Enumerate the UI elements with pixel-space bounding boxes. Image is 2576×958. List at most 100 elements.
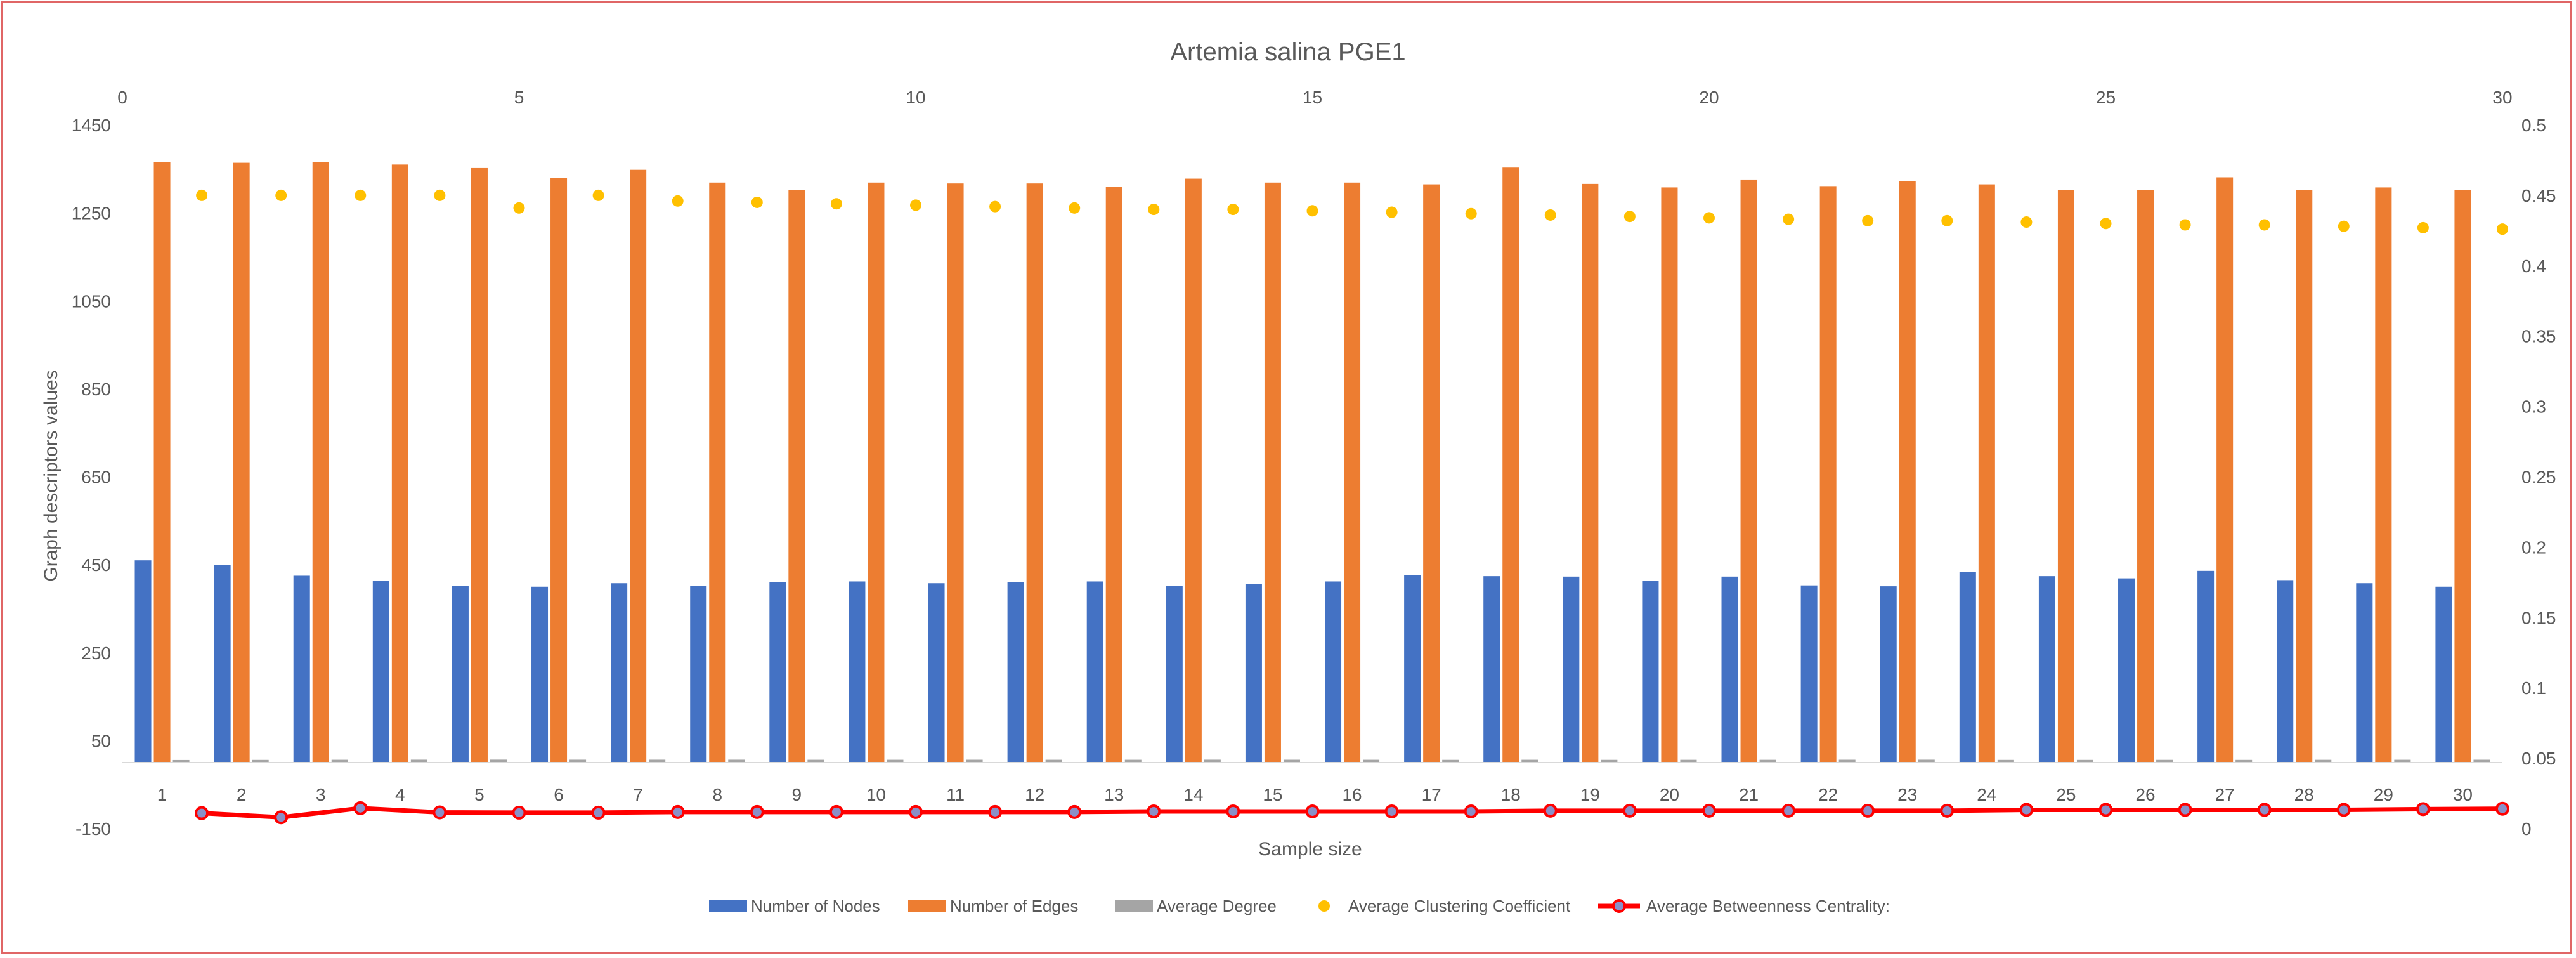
legend-label: Number of Edges xyxy=(950,896,1078,915)
clustering-point xyxy=(1069,202,1081,214)
y-tick-label: 1050 xyxy=(72,291,111,311)
x-tick-label: 6 xyxy=(554,785,564,804)
x-tick-label: 8 xyxy=(712,785,722,804)
number-of-nodes-bar xyxy=(1642,581,1659,763)
betweenness-point xyxy=(1464,804,1478,818)
x-tick-label: 22 xyxy=(1818,785,1838,804)
average-degree-bar xyxy=(1601,759,1618,763)
average-degree-bar xyxy=(331,759,348,763)
average-degree-bar xyxy=(2473,759,2490,763)
number-of-edges-bar xyxy=(1026,183,1043,763)
y-tick-label: 50 xyxy=(91,731,111,751)
clustering-point xyxy=(672,195,684,207)
number-of-edges-bar xyxy=(312,162,329,763)
average-degree-bar xyxy=(1442,759,1459,763)
legend-item: Number of Edges xyxy=(908,896,1078,915)
x-tick-label: 16 xyxy=(1342,785,1362,804)
clustering-point xyxy=(751,196,763,208)
y-tick-label: 1450 xyxy=(72,115,111,135)
number-of-edges-bar xyxy=(2375,187,2392,763)
legend-label: Average Betweenness Centrality: xyxy=(1646,896,1890,915)
average-degree-bar xyxy=(1124,759,1142,763)
number-of-nodes-bar xyxy=(1404,575,1421,763)
clustering-point xyxy=(2497,223,2508,235)
clustering-point xyxy=(1862,214,1874,226)
average-degree-bar xyxy=(252,759,269,763)
legend-swatch xyxy=(1318,900,1330,912)
betweenness-point xyxy=(2019,803,2034,817)
betweenness-point xyxy=(2178,803,2192,817)
number-of-edges-bar xyxy=(1423,184,1440,763)
number-of-nodes-bar xyxy=(1007,582,1024,763)
betweenness-point xyxy=(1702,803,1716,818)
y-tick-label: 650 xyxy=(81,468,111,487)
legend-label: Number of Nodes xyxy=(751,896,880,915)
y2-tick-label: 0.25 xyxy=(2521,468,2556,487)
legend-swatch xyxy=(1115,900,1153,912)
number-of-nodes-bar xyxy=(2277,580,2294,763)
average-degree-bar xyxy=(172,759,190,763)
clustering-point xyxy=(275,189,287,201)
betweenness-point xyxy=(353,801,368,815)
number-of-nodes-bar xyxy=(928,583,945,763)
x-tick-label: 9 xyxy=(792,785,802,804)
x-tick-label: 27 xyxy=(2215,785,2235,804)
x-tick-label: 28 xyxy=(2294,785,2314,804)
number-of-edges-bar xyxy=(2216,177,2234,763)
legend-item: Average Betweenness Centrality: xyxy=(1598,896,1890,915)
x-tick-label: 30 xyxy=(2453,785,2473,804)
y2-tick-label: 0.2 xyxy=(2521,537,2546,557)
x-tick-label: 23 xyxy=(1897,785,1917,804)
average-degree-bar xyxy=(649,759,666,763)
betweenness-point xyxy=(2257,803,2272,817)
x-tick-label: 21 xyxy=(1739,785,1759,804)
betweenness-point xyxy=(512,805,526,820)
x2-tick-label: 30 xyxy=(2492,88,2512,107)
average-degree-bar xyxy=(1759,759,1776,763)
number-of-edges-bar xyxy=(2137,190,2154,763)
average-degree-bar xyxy=(1997,759,2014,763)
number-of-edges-bar xyxy=(233,162,250,763)
number-of-nodes-bar xyxy=(690,586,707,763)
number-of-nodes-bar xyxy=(1959,572,1976,763)
number-of-nodes-bar xyxy=(611,583,628,763)
clustering-point xyxy=(2258,219,2270,231)
number-of-edges-bar xyxy=(2454,190,2471,763)
number-of-edges-bar xyxy=(1582,183,1599,763)
y2-tick-label: 0.5 xyxy=(2521,115,2546,135)
average-degree-bar xyxy=(1521,759,1538,763)
number-of-edges-bar xyxy=(1105,187,1122,763)
average-degree-bar xyxy=(490,759,507,763)
average-degree-bar xyxy=(2235,759,2253,763)
number-of-nodes-bar xyxy=(2038,576,2055,763)
betweenness-point xyxy=(1543,803,1558,818)
clustering-point xyxy=(592,189,604,201)
x-tick-label: 17 xyxy=(1422,785,1441,804)
number-of-nodes-bar xyxy=(2197,570,2215,763)
betweenness-point xyxy=(988,804,1003,819)
number-of-edges-bar xyxy=(2296,190,2313,763)
number-of-nodes-bar xyxy=(2356,583,2373,763)
betweenness-point xyxy=(433,805,447,820)
number-of-edges-bar xyxy=(1661,187,1678,763)
y2-tick-label: 0.35 xyxy=(2521,327,2556,346)
clustering-point xyxy=(2179,219,2191,231)
betweenness-point xyxy=(1226,804,1240,818)
betweenness-point xyxy=(1781,803,1796,818)
x-tick-label: 1 xyxy=(157,785,167,804)
clustering-point xyxy=(2417,221,2429,233)
x-tick-label: 24 xyxy=(1977,785,1996,804)
y-axis-label: Graph descriptors values xyxy=(41,370,62,582)
legend-item: Average Clustering Coefficient xyxy=(1318,896,1571,915)
x-tick-label: 7 xyxy=(633,785,643,804)
x-tick-label: 12 xyxy=(1025,785,1044,804)
betweenness-line xyxy=(201,806,2503,820)
betweenness-point xyxy=(195,806,209,820)
clustering-point xyxy=(1623,211,1636,223)
average-degree-bar xyxy=(1838,759,1856,763)
legend-item: Number of Nodes xyxy=(709,896,880,915)
average-degree-bar xyxy=(1680,759,1697,763)
x-tick-label: 2 xyxy=(237,785,247,804)
y2-tick-label: 0.3 xyxy=(2521,397,2546,417)
